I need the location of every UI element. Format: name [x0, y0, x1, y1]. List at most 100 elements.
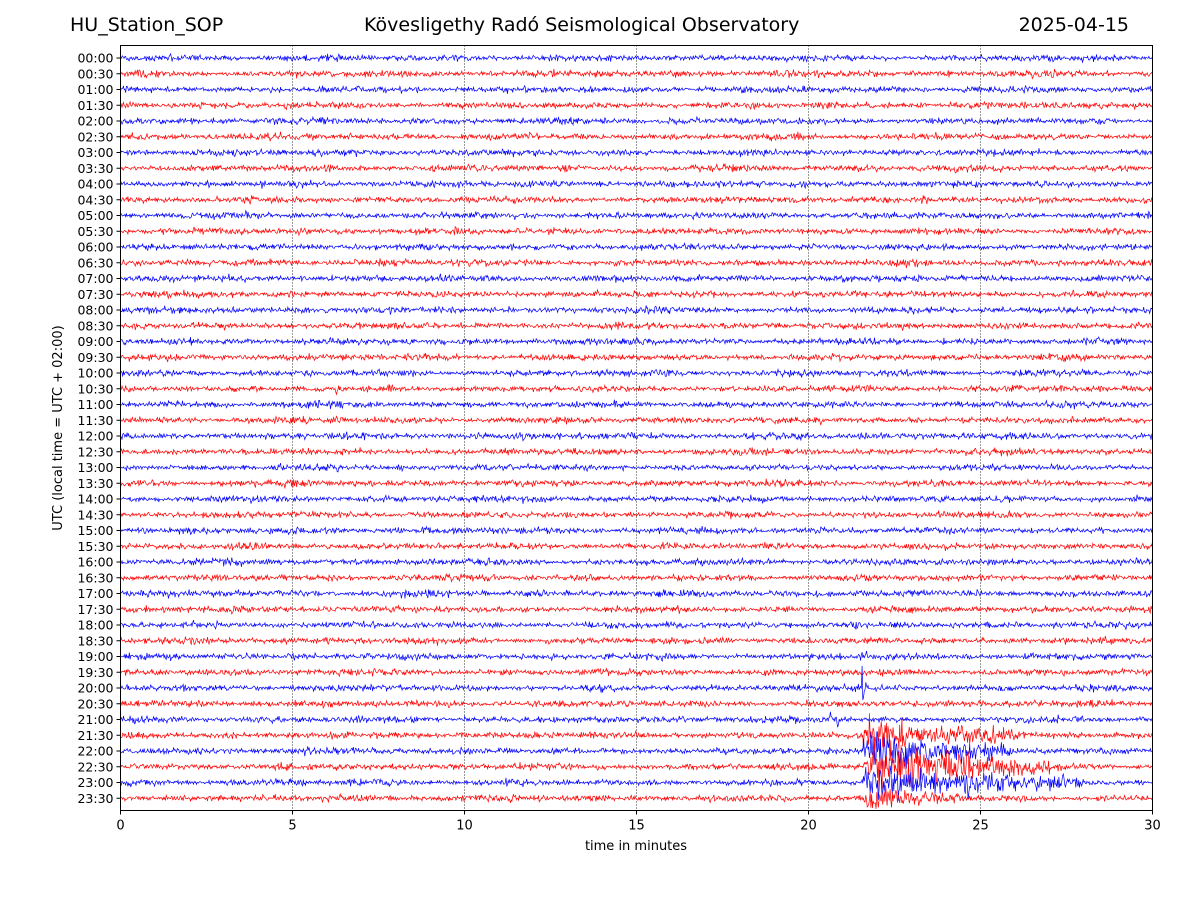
x-tick-label-5: 5 [288, 819, 296, 834]
y-axis-ticks: 00:0000:3001:0001:3002:0002:3003:0003:30… [77, 51, 121, 806]
y-tick-label-19:00: 19:00 [77, 649, 113, 664]
y-tick-label-23:00: 23:00 [77, 775, 113, 790]
trace-23:00 [120, 765, 1153, 801]
x-tick-label-25: 25 [972, 819, 989, 834]
y-tick-label-09:00: 09:00 [77, 334, 113, 349]
y-tick-label-02:30: 02:30 [77, 129, 113, 144]
trace-11:00 [120, 399, 1153, 410]
trace-03:30 [120, 162, 1153, 174]
trace-01:00 [120, 84, 1153, 95]
trace-07:00 [120, 273, 1153, 284]
y-tick-label-01:00: 01:00 [77, 82, 113, 97]
y-tick-label-14:30: 14:30 [77, 507, 113, 522]
trace-20:30 [120, 698, 1153, 709]
trace-16:00 [120, 556, 1153, 568]
y-tick-label-19:30: 19:30 [77, 665, 113, 680]
y-tick-label-22:00: 22:00 [77, 744, 113, 759]
y-tick-label-00:00: 00:00 [77, 51, 113, 66]
trace-05:30 [120, 226, 1153, 237]
trace-23:30 [120, 785, 1153, 809]
trace-06:30 [120, 257, 1153, 269]
y-tick-label-12:30: 12:30 [77, 444, 113, 459]
trace-06:00 [120, 242, 1153, 252]
trace-16:30 [120, 573, 1153, 583]
y-tick-label-18:00: 18:00 [77, 618, 113, 633]
y-tick-label-11:00: 11:00 [77, 397, 113, 412]
observatory-title: Kövesligethy Radó Seismological Observat… [364, 14, 800, 36]
y-tick-label-00:30: 00:30 [77, 66, 113, 81]
y-tick-label-06:00: 06:00 [77, 240, 113, 255]
trace-10:00 [120, 368, 1153, 379]
trace-19:30 [120, 667, 1153, 678]
grid-lines [292, 45, 981, 811]
trace-22:30 [120, 740, 1153, 791]
y-tick-label-20:30: 20:30 [77, 696, 113, 711]
x-axis-ticks: 0 5 10 15 20 25 30 [116, 810, 1161, 834]
y-tick-label-05:30: 05:30 [77, 224, 113, 239]
trace-01:30 [120, 100, 1153, 111]
y-tick-label-03:30: 03:30 [77, 161, 113, 176]
trace-20:00 [120, 665, 1153, 701]
y-tick-label-11:30: 11:30 [77, 413, 113, 428]
y-tick-label-09:30: 09:30 [77, 350, 113, 365]
y-tick-label-17:00: 17:00 [77, 586, 113, 601]
y-axis-label: UTC (local time = UTC + 02:00) [51, 325, 66, 530]
trace-15:00 [120, 525, 1153, 536]
y-tick-label-13:00: 13:00 [77, 460, 113, 475]
y-tick-label-21:30: 21:30 [77, 728, 113, 743]
y-tick-label-08:30: 08:30 [77, 318, 113, 333]
station-name: HU_Station_SOP [70, 14, 224, 36]
trace-17:00 [120, 588, 1153, 599]
y-tick-label-06:30: 06:30 [77, 255, 113, 270]
trace-21:30 [120, 713, 1153, 750]
y-tick-label-01:30: 01:30 [77, 98, 113, 113]
trace-09:00 [120, 336, 1153, 347]
y-tick-label-04:00: 04:00 [77, 177, 113, 192]
y-tick-label-10:30: 10:30 [77, 381, 113, 396]
y-tick-label-13:30: 13:30 [77, 476, 113, 491]
y-tick-label-12:00: 12:00 [77, 429, 113, 444]
y-tick-label-04:30: 04:30 [77, 192, 113, 207]
x-tick-label-15: 15 [628, 819, 645, 834]
trace-12:00 [120, 431, 1153, 442]
date-label: 2025-04-15 [1018, 14, 1129, 36]
trace-04:30 [120, 194, 1153, 206]
x-tick-label-0: 0 [116, 819, 124, 834]
trace-03:00 [120, 147, 1153, 158]
x-axis-label: time in minutes [585, 839, 687, 854]
trace-02:30 [120, 131, 1153, 142]
trace-22:00 [120, 731, 1153, 770]
trace-14:30 [120, 509, 1153, 520]
y-tick-label-21:00: 21:00 [77, 712, 113, 727]
trace-12:30 [120, 446, 1153, 457]
y-tick-label-23:30: 23:30 [77, 791, 113, 806]
trace-13:30 [120, 478, 1153, 489]
trace-07:30 [120, 288, 1153, 300]
trace-04:00 [120, 179, 1153, 190]
y-tick-label-10:00: 10:00 [77, 366, 113, 381]
trace-19:00 [120, 650, 1153, 663]
y-tick-label-17:30: 17:30 [77, 602, 113, 617]
trace-21:00 [120, 711, 1153, 728]
y-tick-label-14:00: 14:00 [77, 492, 113, 507]
trace-17:30 [120, 604, 1153, 615]
trace-15:30 [120, 541, 1153, 552]
trace-02:00 [120, 115, 1153, 127]
trace-09:30 [120, 352, 1153, 363]
y-tick-label-02:00: 02:00 [77, 114, 113, 129]
y-tick-label-22:30: 22:30 [77, 759, 113, 774]
y-tick-label-03:00: 03:00 [77, 145, 113, 160]
trace-18:30 [120, 635, 1153, 646]
x-tick-label-20: 20 [800, 819, 817, 834]
trace-00:00 [120, 52, 1153, 64]
y-tick-label-18:30: 18:30 [77, 633, 113, 648]
trace-08:30 [120, 321, 1153, 331]
y-tick-label-15:30: 15:30 [77, 539, 113, 554]
trace-10:30 [120, 383, 1153, 396]
y-tick-label-05:00: 05:00 [77, 208, 113, 223]
trace-08:00 [120, 305, 1153, 315]
y-tick-label-20:00: 20:00 [77, 681, 113, 696]
y-tick-label-15:00: 15:00 [77, 523, 113, 538]
y-tick-label-08:00: 08:00 [77, 303, 113, 318]
